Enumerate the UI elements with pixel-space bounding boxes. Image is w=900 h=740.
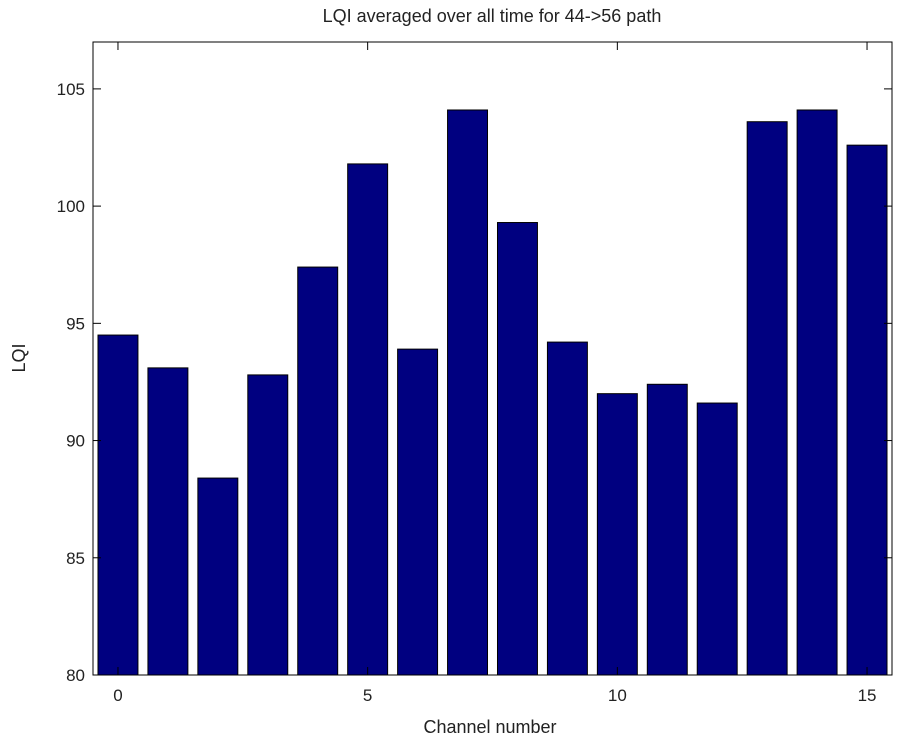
y-tick-label-80: 80 [66, 666, 85, 685]
bar-channel-8 [496, 222, 538, 676]
bar-channel-7 [447, 109, 489, 676]
y-tick-label-90: 90 [66, 432, 85, 451]
bar-channel-12 [696, 402, 738, 676]
bar-channel-10 [596, 393, 638, 676]
axes-box [92, 41, 893, 676]
bar-channel-5 [347, 163, 389, 676]
bar-channel-1 [147, 367, 189, 676]
y-tick-label-105: 105 [57, 80, 85, 99]
x-tick-label-15: 15 [858, 686, 877, 705]
y-tick-label-85: 85 [66, 549, 85, 568]
bar-channel-14 [796, 109, 838, 676]
y-axis-label: LQI [9, 343, 29, 372]
x-tick-label-0: 0 [113, 686, 122, 705]
bar-channel-4 [297, 266, 339, 676]
bar-channel-0 [97, 334, 139, 676]
bar-channel-13 [746, 121, 788, 676]
bar-channel-9 [546, 341, 588, 676]
bar-channel-15 [846, 144, 888, 676]
y-tick-label-95: 95 [66, 314, 85, 333]
x-tick-label-10: 10 [608, 686, 627, 705]
chart-title: LQI averaged over all time for 44->56 pa… [323, 6, 662, 26]
bar-channel-3 [247, 374, 289, 676]
x-tick-label-5: 5 [363, 686, 372, 705]
bar-channel-2 [197, 477, 239, 676]
bar-channel-11 [646, 383, 688, 676]
y-tick-label-100: 100 [57, 197, 85, 216]
bar-channel-6 [397, 348, 439, 676]
x-axis-label: Channel number [423, 717, 556, 737]
plot-area: 80 85 90 95 100 105 0 5 10 15 [57, 41, 893, 705]
